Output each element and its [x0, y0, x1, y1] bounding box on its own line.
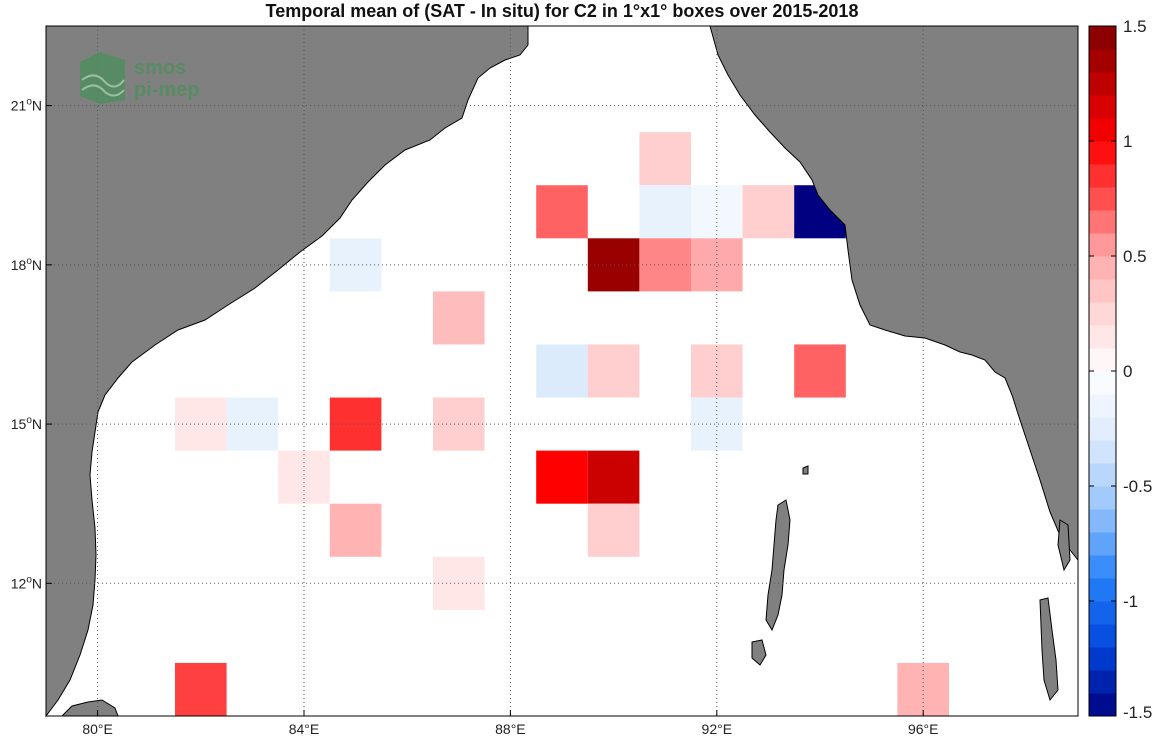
- colorbar-bands: [1089, 26, 1116, 717]
- colorbar-band-1: [1089, 670, 1116, 694]
- colorbar-band-20: [1089, 233, 1116, 257]
- land-india: [45, 25, 529, 718]
- colorbar-band-11: [1089, 440, 1116, 464]
- tick-label-lat: 18oN: [11, 256, 42, 273]
- heatmap-cell-16: [226, 397, 279, 451]
- tick-label-lon: 92°E: [702, 721, 733, 737]
- logo-text-pimep: pi-mep: [134, 79, 200, 101]
- colorbar-band-26: [1089, 95, 1116, 119]
- axis-ticks: 80°E 84°E 88°E 92°E 96°E 12oN 15oN 18oN 21oN: [11, 97, 939, 737]
- colorbar-tick-label: 0.5: [1123, 247, 1147, 266]
- colorbar-band-29: [1089, 26, 1116, 50]
- colorbar-tick-label: 0: [1123, 362, 1132, 381]
- colorbar-band-28: [1089, 49, 1116, 73]
- colorbar-band-9: [1089, 486, 1116, 510]
- colorbar-band-14: [1089, 371, 1116, 395]
- colorbar-ticks: 1.5 1 0.5 0 -0.5 -1 -1.5: [1089, 17, 1152, 722]
- heatmap-cell-2: [639, 185, 691, 239]
- colorbar-band-8: [1089, 509, 1116, 533]
- colorbar-band-25: [1089, 118, 1116, 142]
- logo-text-smos: smos: [134, 57, 186, 79]
- colorbar-tick-label: 1: [1123, 132, 1132, 151]
- colorbar-band-17: [1089, 302, 1116, 326]
- tick-label-lon: 84°E: [289, 721, 320, 737]
- map-frame: [45, 25, 1079, 717]
- colorbar-band-19: [1089, 256, 1116, 280]
- colorbar-band-3: [1089, 624, 1116, 648]
- colorbar-band-27: [1089, 72, 1116, 96]
- heatmap-cell-23: [329, 503, 382, 557]
- colorbar-band-7: [1089, 532, 1116, 556]
- land-andaman-islands: [751, 465, 809, 666]
- colorbar-band-24: [1089, 141, 1116, 165]
- colorbar-band-16: [1089, 325, 1116, 349]
- heatmap-cell-11: [536, 344, 588, 398]
- heatmap-cell-12: [587, 344, 640, 398]
- heatmap-cell-14: [794, 344, 846, 398]
- colorbar-band-10: [1089, 463, 1116, 487]
- colorbar-band-18: [1089, 279, 1116, 303]
- heatmap-cell-26: [175, 662, 227, 716]
- map-title: Temporal mean of (SAT - In situ) for C2 …: [265, 1, 859, 21]
- tick-label-lon: 88°E: [495, 721, 526, 737]
- colorbar-band-21: [1089, 210, 1116, 234]
- colorbar-band-22: [1089, 187, 1116, 211]
- land-coastal-islands: [1039, 519, 1071, 702]
- colorbar-tick-label: -1: [1123, 592, 1138, 611]
- smos-pimep-logo: smos pi-mep: [80, 52, 200, 104]
- colorbar-band-4: [1089, 601, 1116, 625]
- heatmap-cell-0: [639, 132, 691, 186]
- colorbar-band-15: [1089, 348, 1116, 372]
- tick-label-lon: 80°E: [82, 721, 113, 737]
- heatmap-cell-10: [433, 291, 485, 345]
- heatmap-cell-27: [897, 662, 949, 716]
- colorbar-band-0: [1089, 693, 1116, 717]
- colorbar-band-6: [1089, 555, 1116, 579]
- heatmap-cell-22: [587, 450, 640, 504]
- tick-label-lat: 12oN: [11, 574, 42, 591]
- colorbar-band-2: [1089, 647, 1116, 671]
- colorbar-tick-label: 1.5: [1123, 17, 1147, 36]
- heatmap-cell-4: [742, 185, 795, 239]
- heatmap-cell-21: [536, 450, 588, 504]
- heatmap-cell-24: [587, 503, 640, 557]
- colorbar-band-13: [1089, 394, 1116, 418]
- tick-label-lon: 96°E: [908, 721, 939, 737]
- colorbar-tick-label: -0.5: [1123, 477, 1152, 496]
- colorbar-band-12: [1089, 417, 1116, 441]
- grid-lines: [46, 26, 1078, 716]
- colorbar-band-5: [1089, 578, 1116, 602]
- tick-label-lat: 21oN: [11, 97, 42, 114]
- colorbar-tick-label: -1.5: [1123, 703, 1152, 722]
- heatmap-cell-1: [536, 185, 588, 239]
- land-myanmar: [709, 25, 1079, 562]
- colorbar-band-23: [1089, 164, 1116, 188]
- tick-label-lat: 15oN: [11, 415, 42, 432]
- map-panel: 80°E 84°E 88°E 92°E 96°E 12oN 15oN 18oN 21oN smo…: [11, 25, 1079, 737]
